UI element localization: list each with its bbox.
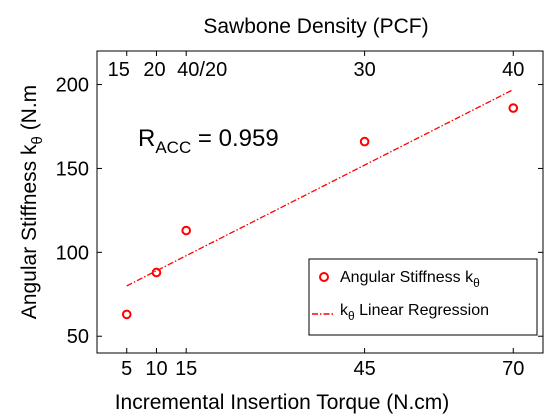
data-point [359, 136, 370, 147]
top-tick-label: 15 [108, 59, 130, 81]
top-tick-label: 20 [143, 59, 165, 81]
x-tick-label: 5 [121, 358, 132, 380]
chart-title: Sawbone Density (PCF) [203, 15, 428, 38]
legend-label-regression: kθ Linear Regression [340, 302, 489, 323]
y-tick-label: 200 [56, 75, 89, 97]
top-tick-label: 40/20 [177, 59, 227, 81]
x-tick-label: 15 [175, 358, 197, 380]
x-tick-label: 70 [502, 358, 524, 380]
legend-label-points: Angular Stiffness kθ [340, 269, 480, 290]
data-point [151, 267, 162, 278]
y-tick-label: 50 [67, 326, 89, 348]
top-tick-label: 30 [353, 59, 375, 81]
x-tick-label: 10 [145, 358, 167, 380]
data-point [508, 103, 519, 113]
data-point [121, 309, 132, 320]
legend: Angular Stiffness kθ kθ Linear Regressio… [308, 258, 538, 336]
marks-layer [121, 89, 519, 320]
legend-marker-circle [319, 272, 329, 282]
y-tick-label: 150 [56, 158, 89, 180]
ticks-layer: 5 10 15 45 70 50 100 150 200 15 20 40/20 30 40 [56, 51, 543, 380]
y-axis-title: Angular Stiffness kθ (N.m [18, 85, 46, 319]
regression-line [126, 89, 514, 287]
x-tick-label: 45 [353, 358, 375, 380]
x-axis-title: Incremental Insertion Torque (N.cm) [115, 391, 450, 414]
top-tick-label: 40 [502, 59, 524, 81]
legend-box [308, 258, 538, 336]
data-point [181, 225, 191, 236]
y-tick-label: 100 [56, 242, 89, 264]
r-annotation: RACC = 0.959 [138, 125, 279, 157]
